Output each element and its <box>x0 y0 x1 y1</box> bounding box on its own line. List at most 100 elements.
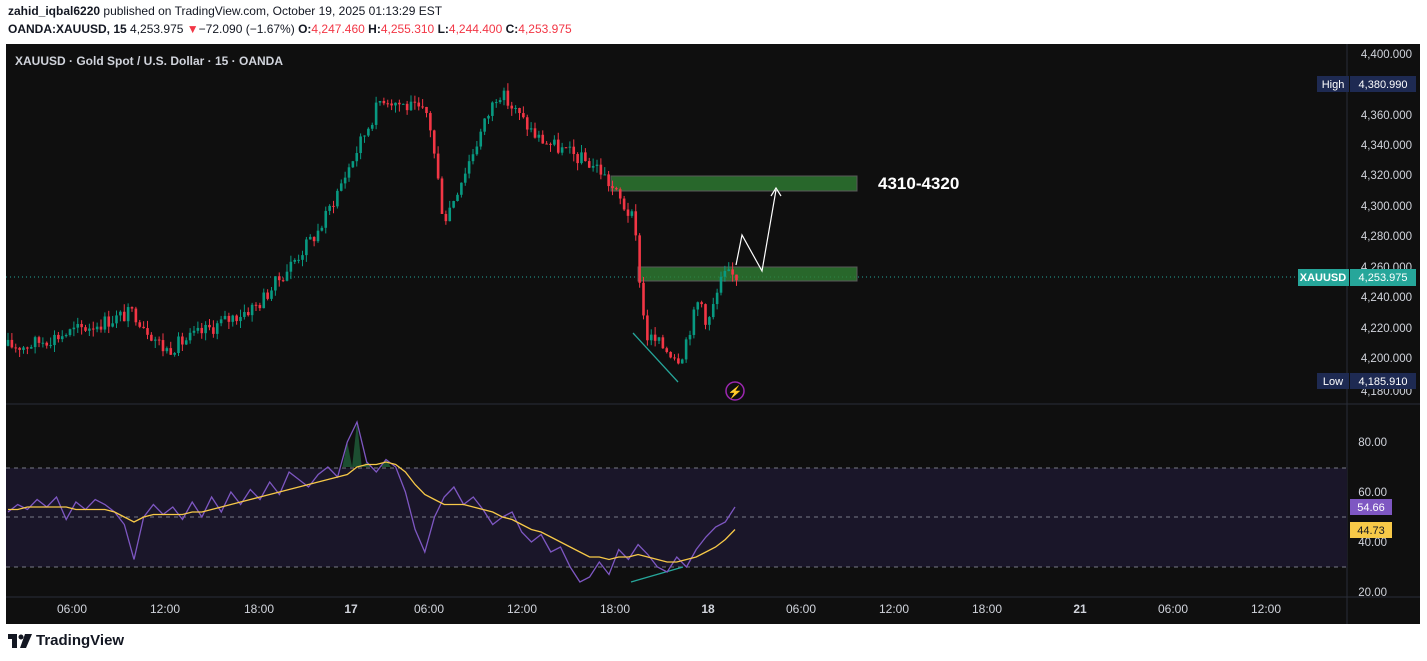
tradingview-brand[interactable]: TradingView <box>8 632 124 649</box>
candle-body <box>239 316 242 322</box>
tradingview-logo-icon <box>8 633 32 648</box>
close-value: 4,253.975 <box>518 22 572 36</box>
candle-body <box>634 211 638 236</box>
candle-body <box>715 292 719 305</box>
candle-body <box>444 213 448 222</box>
candlestick-series <box>6 83 738 365</box>
candle-body <box>572 146 576 155</box>
candle-body <box>611 186 614 189</box>
candle-body <box>347 167 351 178</box>
candle-body <box>622 198 626 210</box>
candle-body <box>355 153 359 162</box>
candle-body <box>595 164 599 166</box>
high-value: 4,255.310 <box>380 22 435 36</box>
flash-circle[interactable] <box>725 381 745 401</box>
time-tick: 18 <box>701 602 715 616</box>
candle-body <box>115 315 118 324</box>
candle-body <box>285 271 289 281</box>
rsi-line <box>7 420 736 583</box>
open-value: 4,247.460 <box>311 22 365 36</box>
rsi-divergence-line[interactable] <box>630 566 684 583</box>
candle-body <box>545 143 548 145</box>
candle-body <box>250 304 254 316</box>
current-symbol-tag: XAUUSD <box>1300 272 1347 284</box>
price-divergence-line[interactable] <box>632 332 679 383</box>
chart-panel[interactable]: XAUUSD · Gold Spot / U.S. Dollar · 15 · … <box>6 44 1420 624</box>
candle-body <box>223 315 227 320</box>
time-tick: 12:00 <box>1251 602 1281 616</box>
candle-body <box>119 311 122 316</box>
candle-body <box>10 339 14 348</box>
low-value: 4,244.400 <box>448 22 503 36</box>
candle-body <box>673 357 676 359</box>
candle-body <box>126 307 130 322</box>
lightning-icon[interactable]: ⚡ <box>728 385 743 399</box>
price-tick: 4,340.000 <box>1361 140 1412 152</box>
high-tag-value: 4,380.990 <box>1359 79 1408 91</box>
candle-body <box>293 259 297 262</box>
candle-body <box>301 255 304 260</box>
last-price: 4,253.975 <box>130 22 184 36</box>
rsi-overbought-fill <box>342 422 391 467</box>
candle-body <box>607 174 610 187</box>
candle-body <box>483 118 486 132</box>
candle-body <box>587 161 591 168</box>
time-tick: 12:00 <box>150 602 180 616</box>
candle-body <box>18 347 21 350</box>
lower-zone[interactable] <box>637 266 858 282</box>
candle-body <box>266 292 269 299</box>
candle-body <box>64 335 68 337</box>
candle-body <box>270 290 273 299</box>
candle-body <box>386 103 390 105</box>
rsi-tick: 60.00 <box>1358 487 1387 499</box>
candle-body <box>184 340 188 345</box>
zone-annotation[interactable]: 4310-4320 <box>878 174 959 193</box>
candle-body <box>41 342 45 344</box>
candle-body <box>169 348 173 355</box>
chart-svg[interactable]: XAUUSD · Gold Spot / U.S. Dollar · 15 · … <box>6 44 1420 624</box>
candle-body <box>84 327 87 331</box>
rsi-ma-tag: 44.73 <box>1357 525 1385 537</box>
high-label: H: <box>368 22 381 36</box>
candle-body <box>200 327 204 334</box>
projection-arrow[interactable] <box>735 189 777 273</box>
candle-body <box>491 102 494 116</box>
price-tick: 4,220.000 <box>1361 323 1412 335</box>
candle-body <box>173 353 176 355</box>
candle-body <box>142 326 145 329</box>
candle-body <box>723 270 727 277</box>
candle-body <box>580 152 583 164</box>
candle-body <box>436 153 440 179</box>
candle-body <box>277 276 281 281</box>
candle-body <box>463 173 467 183</box>
author-name[interactable]: zahid_iqbal6220 <box>8 4 101 18</box>
candle-body <box>297 259 300 261</box>
price-tick: 4,400.000 <box>1361 49 1412 61</box>
candle-body <box>475 146 479 155</box>
time-tick: 06:00 <box>414 602 444 616</box>
rsi-value-tag-bg <box>1350 499 1392 515</box>
candle-body <box>677 358 680 364</box>
candle-body <box>642 282 645 316</box>
candle-body <box>150 334 153 341</box>
candle-body <box>378 100 382 103</box>
time-tick: 18:00 <box>244 602 274 616</box>
publish-info: zahid_iqbal6220 published on TradingView… <box>8 4 442 18</box>
candle-body <box>196 327 200 331</box>
candle-body <box>68 329 72 336</box>
candle-body <box>336 190 339 207</box>
candle-body <box>231 315 235 322</box>
candle-body <box>111 323 114 327</box>
upper-zone[interactable] <box>610 175 858 192</box>
price-tick: 4,280.000 <box>1361 231 1412 243</box>
rsi-value-tag: 54.66 <box>1357 502 1385 514</box>
candle-body <box>735 274 738 281</box>
rsi-ma-line <box>8 461 736 563</box>
candle-body <box>591 165 595 168</box>
candle-body <box>138 322 142 327</box>
candle-body <box>122 311 126 322</box>
candle-body <box>243 312 246 317</box>
candle-body <box>254 304 258 306</box>
low-tag-value-bg <box>1350 373 1416 389</box>
high-tag-label-bg <box>1317 76 1349 92</box>
